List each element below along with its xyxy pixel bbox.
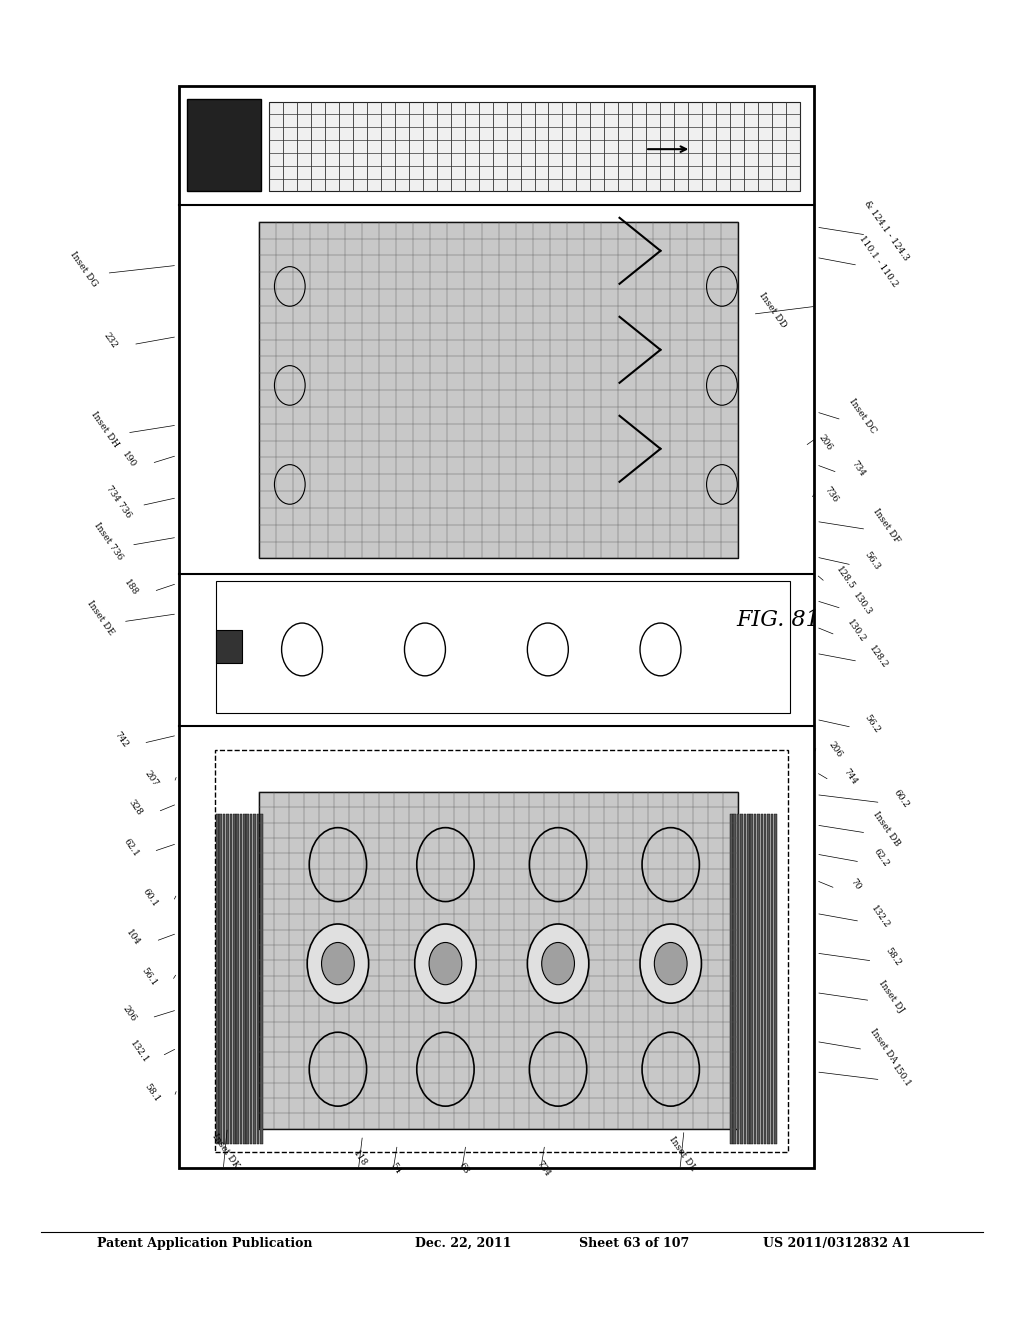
Bar	[743, 814, 746, 1144]
Bar	[767, 814, 770, 1144]
Text: 56.3: 56.3	[863, 550, 882, 572]
Text: 70: 70	[849, 876, 863, 892]
Text: 62.1: 62.1	[122, 837, 140, 858]
Text: 232: 232	[102, 331, 119, 350]
Text: 206: 206	[827, 741, 844, 759]
Text: Inset 736: Inset 736	[92, 521, 125, 561]
Text: 54: 54	[388, 1160, 402, 1176]
Circle shape	[640, 924, 701, 1003]
Text: Inset DJ: Inset DJ	[877, 979, 905, 1014]
Text: Inset DF: Inset DF	[871, 507, 902, 544]
Text: Inset DG: Inset DG	[69, 249, 99, 289]
Circle shape	[429, 942, 462, 985]
Text: 118: 118	[352, 1150, 369, 1168]
Text: 132.2: 132.2	[869, 904, 892, 931]
Bar	[774, 814, 776, 1144]
Text: 190: 190	[121, 450, 137, 469]
Bar	[219, 814, 222, 1144]
Text: 110.1 - 110.2: 110.1 - 110.2	[857, 234, 900, 289]
Bar	[253, 814, 256, 1144]
Bar	[259, 792, 738, 1129]
Bar	[761, 814, 763, 1144]
Text: 68: 68	[457, 1160, 471, 1176]
Text: Dec. 22, 2011: Dec. 22, 2011	[415, 1237, 511, 1250]
Bar	[216, 581, 790, 713]
Circle shape	[542, 942, 574, 985]
Bar	[216, 814, 219, 1144]
Text: Inset DC: Inset DC	[847, 397, 878, 434]
Text: 736: 736	[823, 486, 840, 504]
Text: Inset DA: Inset DA	[868, 1027, 899, 1064]
Text: Inset DK: Inset DK	[210, 1133, 241, 1170]
Text: 188: 188	[123, 578, 139, 597]
Text: 128.5: 128.5	[835, 565, 857, 591]
Bar	[226, 814, 228, 1144]
Circle shape	[654, 942, 687, 985]
Bar	[764, 814, 766, 1144]
Bar	[215, 750, 788, 1152]
Bar	[746, 814, 750, 1144]
Text: Inset DB: Inset DB	[871, 810, 902, 847]
Bar	[260, 814, 262, 1144]
Bar	[229, 814, 232, 1144]
Text: & 124.1 - 124.3: & 124.1 - 124.3	[863, 199, 910, 263]
Bar	[247, 814, 249, 1144]
Text: 328: 328	[127, 799, 143, 817]
Bar	[257, 814, 259, 1144]
Bar	[730, 814, 732, 1144]
Text: 130.2: 130.2	[845, 618, 867, 644]
Circle shape	[307, 924, 369, 1003]
Bar	[740, 814, 742, 1144]
Circle shape	[415, 924, 476, 1003]
Bar	[250, 814, 252, 1144]
Circle shape	[322, 942, 354, 985]
Text: 60.2: 60.2	[892, 788, 910, 809]
Text: Inset DL: Inset DL	[667, 1135, 697, 1172]
Text: 132.1: 132.1	[128, 1039, 151, 1065]
Text: 744: 744	[842, 767, 858, 785]
Bar	[179, 86, 814, 1168]
Text: 150.1: 150.1	[890, 1063, 912, 1089]
Text: 58.2: 58.2	[884, 946, 902, 968]
Bar	[259, 222, 738, 558]
Text: 734: 734	[850, 459, 866, 478]
Text: 206: 206	[121, 1005, 137, 1023]
Bar	[232, 814, 236, 1144]
Circle shape	[527, 924, 589, 1003]
Text: 104: 104	[125, 928, 141, 946]
Bar	[771, 814, 773, 1144]
Bar	[240, 814, 243, 1144]
Bar	[751, 814, 753, 1144]
Text: Inset DD: Inset DD	[758, 290, 788, 330]
Text: 56.1: 56.1	[140, 966, 159, 987]
Bar	[269, 102, 800, 191]
Text: 62.2: 62.2	[871, 847, 890, 869]
Text: 60.1: 60.1	[141, 887, 160, 908]
Text: 742: 742	[113, 730, 129, 748]
Bar	[737, 814, 739, 1144]
Bar	[733, 814, 736, 1144]
Text: Inset DE: Inset DE	[85, 599, 116, 636]
Text: US 2011/0312832 A1: US 2011/0312832 A1	[763, 1237, 910, 1250]
Bar	[187, 99, 261, 191]
Bar	[757, 814, 760, 1144]
Text: Inset DH: Inset DH	[89, 409, 120, 449]
Text: 58.1: 58.1	[142, 1082, 161, 1104]
Bar	[754, 814, 757, 1144]
Bar	[243, 814, 246, 1144]
Bar	[223, 814, 225, 1144]
Text: 206: 206	[817, 433, 834, 451]
Text: Sheet 63 of 107: Sheet 63 of 107	[579, 1237, 689, 1250]
Bar	[237, 814, 239, 1144]
Text: 734: 734	[535, 1159, 551, 1177]
Bar	[216, 630, 242, 663]
Text: 56.2: 56.2	[863, 713, 882, 734]
Text: Patent Application Publication: Patent Application Publication	[97, 1237, 312, 1250]
Text: 130.3: 130.3	[851, 591, 873, 618]
Text: FIG. 81: FIG. 81	[736, 610, 820, 631]
Text: 207: 207	[143, 770, 160, 788]
Text: 128.2: 128.2	[867, 644, 890, 671]
Text: 734 736: 734 736	[104, 484, 133, 519]
